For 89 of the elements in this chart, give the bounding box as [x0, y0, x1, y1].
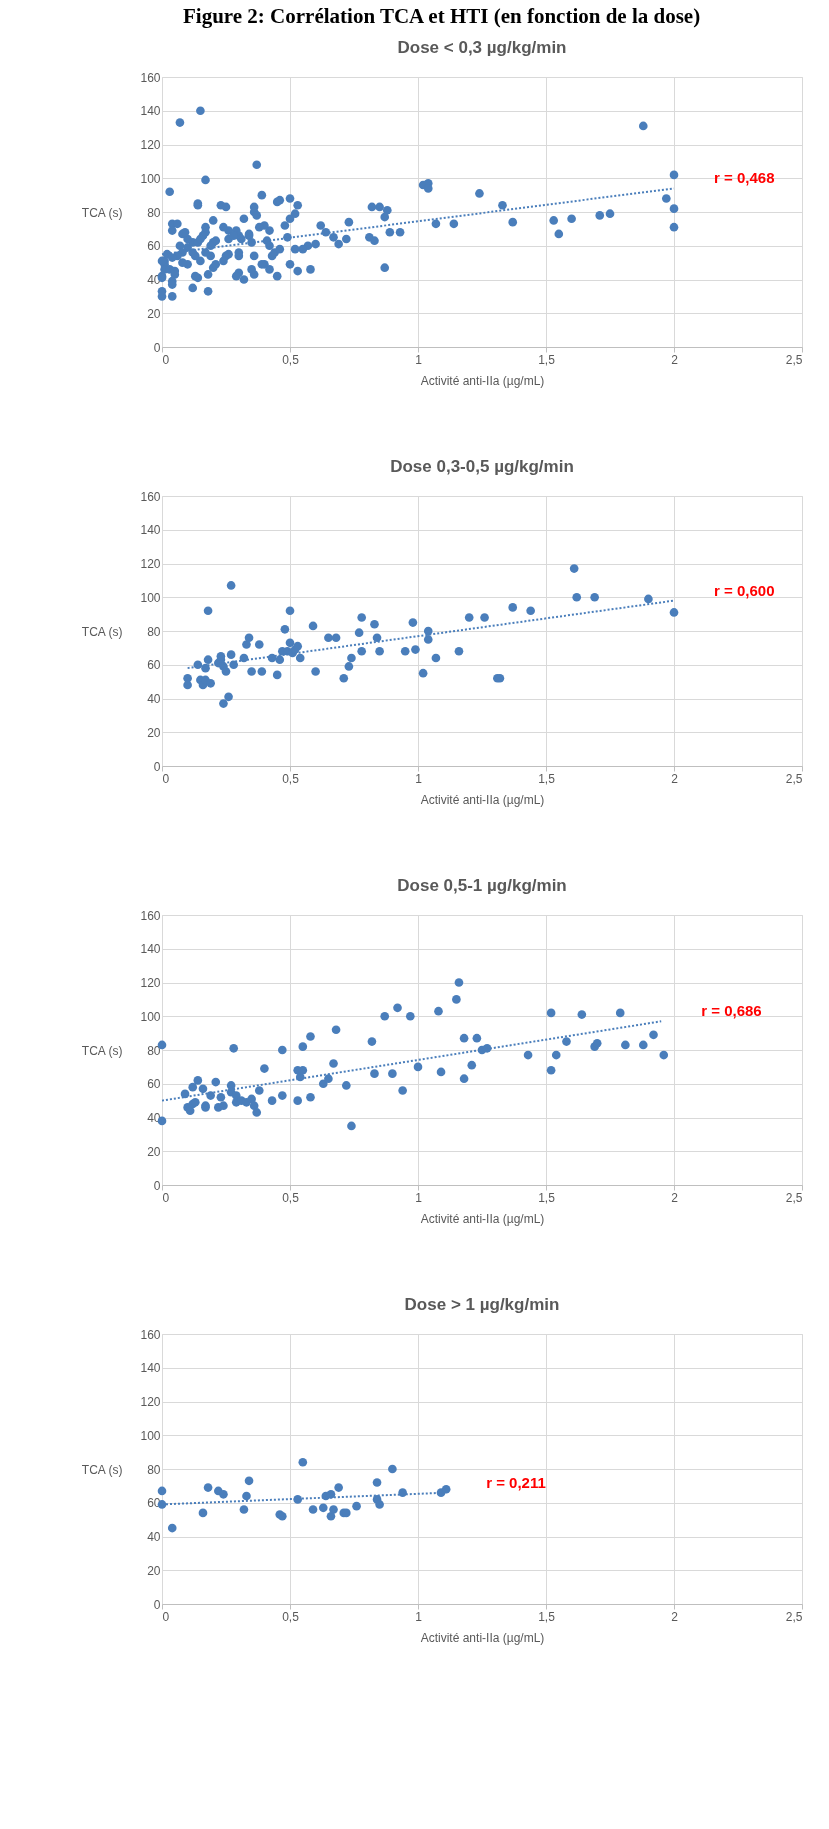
y-axis-title: TCA (s)	[81, 1462, 123, 1477]
chart-title: Dose > 1 µg/kg/min	[404, 1295, 560, 1314]
point	[388, 1464, 397, 1474]
x-tick-label: 2,5	[785, 352, 803, 367]
y-tick-label: 120	[140, 976, 161, 990]
x-tick-label: 0,5	[282, 1609, 300, 1624]
point	[318, 1503, 328, 1513]
x-tick-label: 1,5	[538, 352, 556, 367]
x-tick-label: 1	[415, 1190, 423, 1205]
point	[441, 1484, 451, 1494]
x-tick-label: 0,5	[282, 771, 300, 786]
y-tick-label: 0	[153, 1597, 161, 1612]
point	[352, 1501, 361, 1511]
x-tick-label: 1	[415, 352, 423, 367]
point	[167, 1523, 177, 1533]
annotation: r = 0,686	[701, 1002, 762, 1020]
x-tick-label: 0,5	[282, 352, 300, 367]
y-tick-label: 80	[147, 1043, 161, 1058]
y-tick-label: 40	[147, 1530, 161, 1544]
y-tick-label: 160	[140, 1327, 161, 1342]
y-tick-label: 120	[140, 138, 161, 152]
chart-title: Dose 0,5-1 µg/kg/min	[397, 876, 567, 895]
annotation: r = 0,468	[714, 169, 775, 187]
point	[372, 1478, 382, 1487]
y-tick-label: 140	[140, 1361, 161, 1376]
y-tick-label: 160	[140, 908, 161, 923]
point	[244, 1476, 254, 1486]
y-tick-label: 20	[147, 306, 161, 321]
y-tick-label: 60	[147, 1077, 161, 1092]
y-tick-label: 20	[147, 725, 161, 740]
point	[203, 1483, 213, 1492]
y-tick-label: 100	[140, 171, 161, 186]
y-tick-label: 80	[147, 205, 161, 220]
x-tick-label: 1,5	[538, 771, 556, 786]
caption: Figure 2: Corrélation TCA et HTI (en fonction de la dose)	[182, 3, 701, 28]
x-tick-label: 2	[671, 1609, 679, 1624]
y-tick-label: 100	[140, 590, 161, 605]
y-tick-label: 140	[140, 523, 161, 538]
x-tick-label: 2,5	[785, 1190, 803, 1205]
y-tick-label: 100	[140, 1009, 161, 1024]
y-tick-label: 140	[140, 942, 161, 957]
x-axis-title: Activité anti-IIa (µg/mL)	[420, 792, 545, 807]
y-tick-label: 0	[153, 759, 161, 774]
x-tick-label: 2	[671, 352, 679, 367]
y-tick-label: 60	[147, 658, 161, 673]
y-tick-label: 120	[140, 557, 161, 571]
y-tick-label: 20	[147, 1563, 161, 1578]
chart-title: Dose 0,3-0,5 µg/kg/min	[390, 457, 574, 476]
x-axis-title: Activité anti-IIa (µg/mL)	[420, 1630, 545, 1645]
x-tick-label: 1	[415, 1609, 423, 1624]
point	[239, 1505, 249, 1514]
point	[329, 1505, 338, 1514]
x-tick-label: 1	[415, 771, 423, 786]
y-tick-label: 120	[140, 1395, 161, 1409]
point	[242, 1491, 251, 1501]
point	[375, 1500, 384, 1509]
y-tick-label: 20	[147, 1144, 161, 1159]
y-tick-label: 40	[147, 692, 161, 706]
x-axis-title: Activité anti-IIa (µg/mL)	[420, 373, 545, 388]
point	[198, 1508, 208, 1518]
x-tick-label: 2,5	[785, 1609, 803, 1624]
y-axis-title: TCA (s)	[81, 624, 123, 639]
y-tick-label: 160	[140, 70, 161, 85]
y-axis-title: TCA (s)	[81, 205, 123, 220]
point	[334, 1483, 343, 1492]
point	[326, 1489, 336, 1499]
x-tick-label: 1,5	[538, 1609, 556, 1624]
y-tick-label: 0	[153, 340, 161, 355]
x-tick-label: 0,5	[282, 1190, 300, 1205]
x-tick-label: 2,5	[785, 771, 803, 786]
point	[219, 1489, 228, 1499]
y-axis-title: TCA (s)	[81, 1043, 123, 1058]
point	[298, 1457, 308, 1467]
annotation: r = 0,600	[714, 581, 775, 599]
y-tick-label: 140	[140, 104, 161, 119]
x-tick-label: 2	[671, 1190, 679, 1205]
y-tick-label: 80	[147, 624, 161, 639]
point	[308, 1505, 318, 1514]
x-tick-label: 1,5	[538, 1190, 556, 1205]
x-tick-label: 2	[671, 771, 679, 786]
point	[157, 1486, 167, 1496]
y-tick-label: 0	[153, 1178, 161, 1193]
y-tick-label: 60	[147, 239, 161, 254]
y-tick-label: 80	[147, 1462, 161, 1477]
annotation: r = 0,211	[486, 1473, 546, 1491]
x-axis-title: Activité anti-IIa (µg/mL)	[420, 1211, 545, 1226]
chart-title: Dose < 0,3 µg/kg/min	[397, 38, 567, 57]
y-tick-label: 160	[140, 489, 161, 504]
y-tick-label: 100	[140, 1428, 161, 1443]
